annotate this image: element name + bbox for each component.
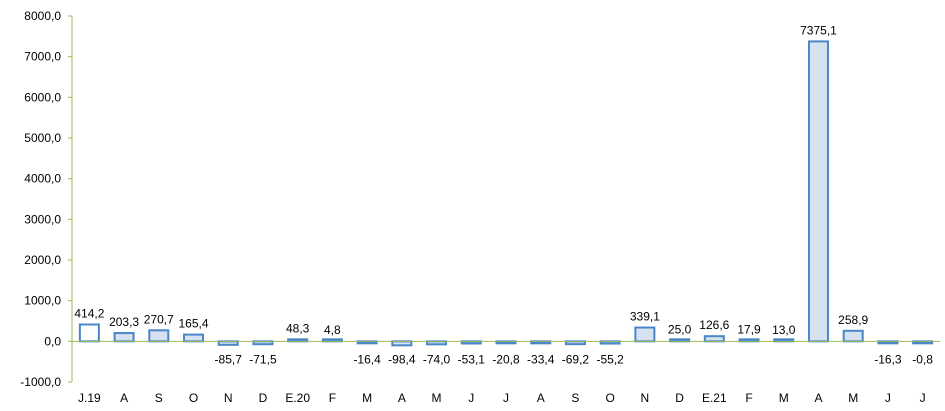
x-tick-label: D bbox=[675, 391, 684, 405]
data-label: 7375,1 bbox=[800, 23, 837, 37]
bar bbox=[217, 340, 239, 346]
data-label: -55,2 bbox=[596, 352, 624, 366]
y-tick-label: 2000,0 bbox=[24, 253, 61, 267]
bar bbox=[183, 333, 205, 343]
x-tick-label: E.21 bbox=[702, 391, 727, 405]
x-tick-label: S bbox=[155, 391, 163, 405]
data-label: 17,9 bbox=[737, 323, 761, 337]
x-tick-label: M bbox=[848, 391, 858, 405]
data-label: -74,0 bbox=[423, 352, 451, 366]
x-tick-label: J bbox=[885, 391, 891, 405]
data-label: 258,9 bbox=[838, 313, 868, 327]
data-label: -85,7 bbox=[215, 352, 243, 366]
data-label: -0,8 bbox=[912, 352, 933, 366]
data-label: -16,4 bbox=[353, 352, 381, 366]
y-tick-label: 8000,0 bbox=[24, 9, 61, 23]
bar bbox=[148, 329, 170, 343]
data-label: 48,3 bbox=[286, 321, 310, 335]
x-tick-label: A bbox=[537, 391, 545, 405]
data-label: -98,4 bbox=[388, 352, 416, 366]
x-tick-label: N bbox=[641, 391, 650, 405]
data-label: 126,6 bbox=[699, 318, 729, 332]
x-tick-label: O bbox=[605, 391, 614, 405]
x-tick-label: N bbox=[224, 391, 233, 405]
x-tick-label: O bbox=[189, 391, 198, 405]
x-tick-label: F bbox=[329, 391, 336, 405]
x-tick-label: M bbox=[362, 391, 372, 405]
y-tick-label: -1000,0 bbox=[20, 375, 61, 389]
x-tick-label: A bbox=[120, 391, 128, 405]
data-label: 13,0 bbox=[772, 323, 796, 337]
x-tick-label: A bbox=[398, 391, 406, 405]
bar bbox=[634, 326, 656, 343]
x-axis: J.19 A S O N D E.20 F M A M J J A S O N D E.21 F M A M J J bbox=[72, 340, 940, 405]
x-tick-label: J bbox=[468, 391, 474, 405]
data-label: -69,2 bbox=[562, 352, 590, 366]
data-label: -71,5 bbox=[249, 352, 277, 366]
x-tick-label: E.20 bbox=[285, 391, 310, 405]
data-label: 414,2 bbox=[74, 306, 104, 320]
y-tick-label: 1000,0 bbox=[24, 294, 61, 308]
x-tick-label: S bbox=[571, 391, 579, 405]
x-tick-label: M bbox=[432, 391, 442, 405]
y-tick-label: 0,0 bbox=[44, 334, 61, 348]
x-tick-label: F bbox=[745, 391, 752, 405]
data-label: -33,4 bbox=[527, 352, 555, 366]
x-tick-label: J bbox=[503, 391, 509, 405]
bar bbox=[703, 335, 725, 343]
data-label: 270,7 bbox=[144, 312, 174, 326]
data-label: -53,1 bbox=[458, 352, 486, 366]
data-label: -20,8 bbox=[492, 352, 520, 366]
data-label: 339,1 bbox=[630, 310, 660, 324]
y-tick-label: 7000,0 bbox=[24, 50, 61, 64]
data-label: 165,4 bbox=[179, 317, 209, 331]
bar bbox=[842, 329, 864, 343]
bars bbox=[78, 40, 934, 347]
y-tick-label: 6000,0 bbox=[24, 90, 61, 104]
data-label: 25,0 bbox=[668, 322, 692, 336]
x-tick-label: A bbox=[814, 391, 822, 405]
y-axis: -1000,0 0,0 1000,0 2000,0 3000,0 4000,0 5000,0… bbox=[20, 9, 73, 389]
x-tick-label: D bbox=[259, 391, 268, 405]
y-tick-label: 3000,0 bbox=[24, 212, 61, 226]
x-tick-label: J.19 bbox=[78, 391, 101, 405]
data-label: 4,8 bbox=[324, 323, 341, 337]
data-labels: 414,2 203,3 270,7 165,4 -85,7 -71,5 48,3 4,8 -16… bbox=[74, 23, 933, 366]
bar bbox=[807, 40, 829, 343]
data-label: 203,3 bbox=[109, 315, 139, 329]
y-tick-label: 5000,0 bbox=[24, 131, 61, 145]
bar bbox=[78, 323, 100, 343]
bar bbox=[113, 332, 135, 343]
x-tick-label: J bbox=[920, 391, 926, 405]
y-tick-label: 4000,0 bbox=[24, 172, 61, 186]
data-label: -16,3 bbox=[874, 352, 902, 366]
bar bbox=[391, 340, 413, 347]
x-tick-label: M bbox=[779, 391, 789, 405]
